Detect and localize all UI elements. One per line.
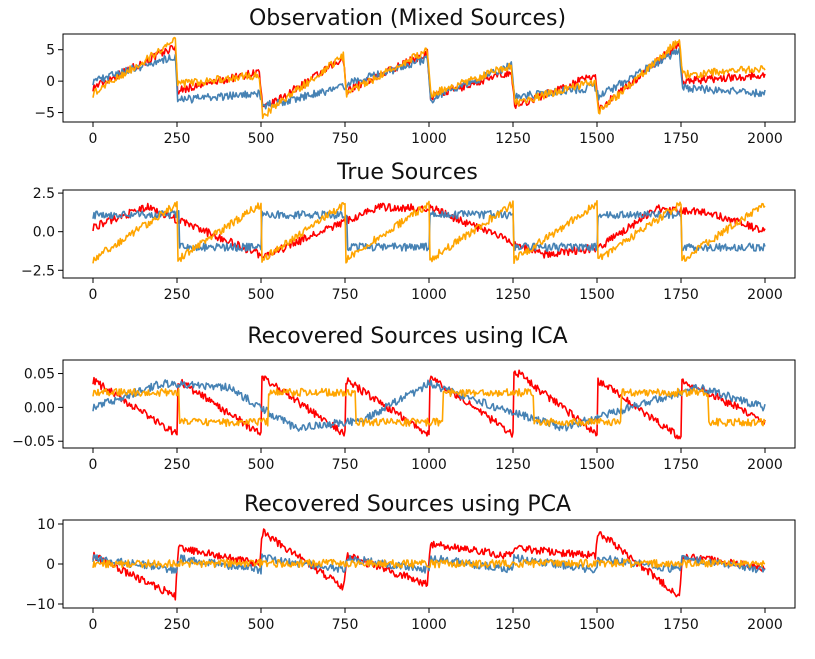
x-tick-label: 250 [164, 287, 191, 303]
series-group [92, 528, 766, 601]
series-line-red [92, 369, 766, 440]
y-tick-label: 0 [46, 74, 55, 90]
x-tick-label: 0 [89, 131, 98, 147]
x-tick-label: 1250 [495, 131, 531, 147]
x-tick-label: 0 [89, 617, 98, 633]
x-tick-label: 250 [164, 457, 191, 473]
x-tick-label: 500 [248, 457, 275, 473]
y-tick-label: 10 [37, 517, 55, 533]
x-tick-label: 1000 [411, 617, 447, 633]
x-tick-label: 2000 [747, 287, 783, 303]
series-line-orange [92, 200, 766, 264]
chart-panel-ica: Recovered Sources using ICA 0 250 500 750 10… [0, 320, 815, 490]
series-line-red [92, 528, 766, 601]
series-group [92, 369, 766, 440]
chart-title: True Sources [337, 160, 478, 185]
x-tick-label: 2000 [747, 617, 783, 633]
chart-title: Observation (Mixed Sources) [248, 6, 567, 31]
series-line-orange [92, 36, 766, 120]
x-tick-label: 1750 [663, 131, 699, 147]
x-tick-label: 250 [164, 617, 191, 633]
x-tick-label: 750 [332, 617, 359, 633]
y-tick-label: 0.05 [24, 367, 55, 383]
x-tick-label: 750 [332, 287, 359, 303]
series-line-blue [92, 379, 766, 432]
x-tick-label: 1500 [579, 617, 615, 633]
series-line-orange [92, 558, 766, 569]
y-tick-label: 2.5 [33, 186, 55, 202]
plot-area: 0 250 500 750 1000 1250 1500 1750 2000 −10 0 10 [25, 517, 796, 633]
x-tick-label: 1250 [495, 457, 531, 473]
chart-panel-observation: Observation (Mixed Sources) 0 250 500 750 10… [0, 0, 815, 160]
y-tick-label: −10 [25, 597, 55, 613]
chart-title: Recovered Sources using ICA [247, 324, 568, 349]
x-tick-label: 250 [164, 131, 191, 147]
x-tick-label: 1500 [579, 287, 615, 303]
x-tick-label: 750 [332, 457, 359, 473]
x-tick-label: 500 [248, 287, 275, 303]
x-tick-label: 1750 [663, 287, 699, 303]
series-group [92, 200, 766, 264]
x-tick-label: 1750 [663, 617, 699, 633]
x-tick-label: 1500 [579, 457, 615, 473]
x-tick-label: 500 [248, 617, 275, 633]
plot-area: 0 250 500 750 1000 1250 1500 1750 2000 −0.05 0.00 0… [12, 359, 796, 473]
y-tick-label: −2.5 [21, 263, 55, 279]
y-tick-label: −0.05 [12, 434, 55, 450]
chart-panel-pca: Recovered Sources using PCA 0 250 500 750 10… [0, 490, 815, 659]
x-tick-label: 2000 [747, 131, 783, 147]
x-tick-label: 1250 [495, 287, 531, 303]
x-tick-label: 2000 [747, 457, 783, 473]
x-tick-label: 1000 [411, 131, 447, 147]
series-line-blue [92, 210, 766, 252]
plot-area: 0 250 500 750 1000 1250 1500 1750 2000 −2.5 0.0 2.5 [21, 186, 796, 303]
x-tick-label: 1750 [663, 457, 699, 473]
y-tick-label: −5 [34, 106, 55, 122]
y-tick-label: 0.00 [24, 400, 55, 416]
x-tick-label: 750 [332, 131, 359, 147]
y-tick-label: 0.0 [33, 225, 55, 241]
plot-area: 0 250 500 750 1000 1250 1500 1750 2000 −5 0 5 [34, 33, 796, 147]
series-group [92, 36, 766, 120]
y-tick-label: 0 [46, 557, 55, 573]
y-tick-label: 5 [46, 43, 55, 59]
x-tick-label: 1000 [411, 457, 447, 473]
series-line-orange [92, 387, 766, 427]
x-tick-label: 0 [89, 287, 98, 303]
chart-panel-true-sources: True Sources 0 250 500 750 1000 1250 1500 1750 2… [0, 160, 815, 320]
x-tick-label: 1000 [411, 287, 447, 303]
x-tick-label: 1500 [579, 131, 615, 147]
chart-title: Recovered Sources using PCA [243, 492, 572, 517]
x-tick-label: 500 [248, 131, 275, 147]
x-tick-label: 0 [89, 457, 98, 473]
x-tick-label: 1250 [495, 617, 531, 633]
